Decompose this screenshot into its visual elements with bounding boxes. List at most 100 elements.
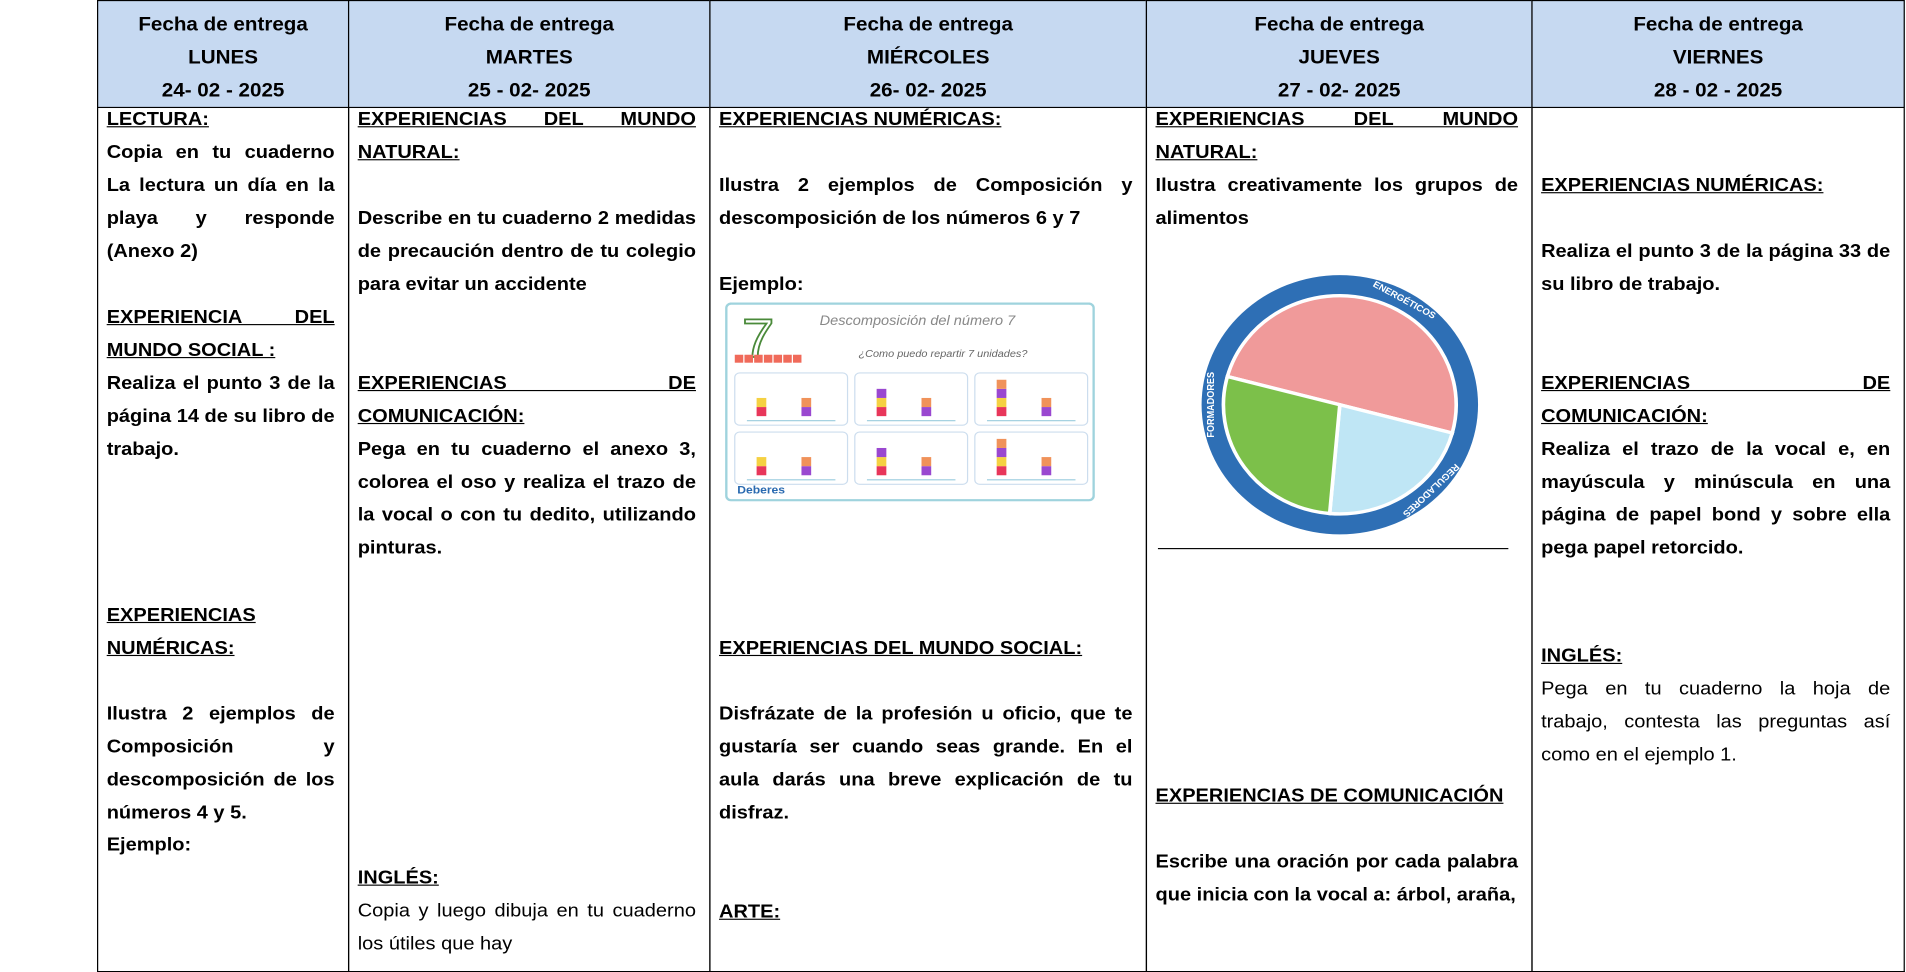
section-heading: EXPERIENCIAS DEL MUNDO NATURAL:	[357, 109, 696, 163]
brand: Deberes	[737, 484, 785, 497]
section-heading: EXPERIENCIA DEL MUNDO SOCIAL :	[106, 306, 335, 361]
cube	[876, 388, 887, 398]
cube	[996, 447, 1007, 458]
header-line: Fecha de entrega	[843, 13, 1013, 36]
section-text: Realiza el punto 3 de la página 14 de su…	[106, 372, 335, 460]
header-line: LUNES	[188, 46, 259, 69]
cube	[756, 407, 767, 417]
panel	[974, 431, 1089, 485]
section-text: Disfrázate de la profesión u oficio, que…	[719, 703, 1133, 824]
section-text: Escribe una oración por cada palabra que…	[1155, 851, 1519, 906]
cube	[756, 457, 767, 467]
header-line: 25 - 02- 2025	[467, 79, 591, 102]
cube	[921, 397, 932, 408]
section-heading: EXPERIENCIAS NUMÉRICAS:	[1541, 175, 1824, 196]
cube	[783, 354, 792, 363]
header-line: Fecha de entrega	[1633, 13, 1803, 36]
header-line: MARTES	[485, 46, 573, 69]
header-line: Fecha de entrega	[138, 13, 308, 36]
cube	[763, 354, 773, 363]
image-title: Descomposición del número 7	[820, 313, 1017, 328]
cube	[1041, 457, 1052, 467]
cube	[734, 354, 744, 363]
column-header: Fecha de entrega MARTES 25 - 02- 2025	[347, 0, 711, 109]
column-header: Fecha de entrega JUEVES 27 - 02- 2025	[1145, 0, 1533, 109]
column-header: Fecha de entrega LUNES 24- 02 - 2025	[97, 0, 350, 109]
cube	[996, 438, 1007, 448]
cube	[996, 379, 1007, 389]
cube	[876, 397, 887, 408]
header-line: 27 - 02- 2025	[1277, 79, 1401, 102]
header-line: 28 - 02 - 2025	[1653, 79, 1783, 102]
example-image: 7 Descomposición del número 7¿Como puedo …	[725, 302, 1095, 502]
section-text: Copia y luego dibuja en tu cuaderno los …	[357, 900, 696, 954]
section-heading: EXPERIENCIAS DE COMUNICACIÓN:	[357, 372, 696, 427]
section-heading: INGLÉS:	[357, 867, 439, 888]
header-line: VIERNES	[1672, 46, 1764, 69]
cube	[773, 354, 783, 363]
cube	[754, 354, 763, 363]
section-text: Ilustra 2 ejemplos de Composición y desc…	[719, 175, 1133, 229]
cube	[921, 457, 932, 467]
panel	[974, 372, 1089, 426]
cube	[876, 466, 887, 476]
wheel-sector	[1224, 293, 1458, 436]
section-heading: EXPERIENCIAS DE COMUNICACIÓN	[1155, 785, 1504, 807]
cube	[996, 457, 1007, 467]
cube	[996, 397, 1007, 408]
cube	[801, 457, 812, 467]
cube	[792, 354, 802, 363]
section-heading: INGLÉS:	[1541, 645, 1623, 667]
cube	[876, 407, 887, 417]
wheel-label: FORMADORES	[1204, 372, 1215, 438]
header-line: Fecha de entrega	[1254, 13, 1424, 36]
column-header: Fecha de entrega MIÉRCOLES 26- 02- 2025	[709, 0, 1148, 109]
section-text: Ilustra creativamente los grupos de alim…	[1155, 175, 1519, 229]
section-heading: EXPERIENCIAS DEL MUNDO SOCIAL:	[719, 637, 1083, 659]
section-heading: EXPERIENCIAS NUMÉRICAS:	[106, 604, 256, 659]
wheel-sector	[1327, 402, 1454, 516]
cube	[921, 407, 932, 417]
section-text: Realiza el punto 3 de la página 33 de su…	[1541, 241, 1891, 295]
image-subtitle: ¿Como puedo repartir 7 unidades?	[858, 348, 1027, 360]
cube	[1041, 407, 1052, 417]
cube	[1041, 397, 1052, 408]
section-text: Ilustra 2 ejemplos de Composición y desc…	[106, 703, 335, 824]
section-text: Realiza el trazo de la vocal e, en mayús…	[1541, 438, 1891, 559]
cube	[876, 447, 887, 458]
header-line: Fecha de entrega	[444, 13, 615, 36]
wheel-sector	[1221, 374, 1342, 516]
section-text: Ejemplo:	[106, 834, 192, 856]
section-heading: EXPERIENCIAS NUMÉRICAS:	[719, 109, 1002, 130]
cube	[1041, 466, 1052, 476]
cube	[921, 466, 932, 476]
column-header: Fecha de entrega VIERNES 28 - 02 - 2025	[1531, 0, 1905, 109]
header-line: MIÉRCOLES	[866, 46, 990, 69]
cube	[876, 457, 887, 467]
column-cell	[709, 108, 1148, 972]
cube	[801, 397, 812, 408]
panel	[854, 431, 969, 485]
section-heading: EXPERIENCIAS DEL MUNDO NATURAL:	[1155, 109, 1519, 163]
panel	[734, 372, 849, 426]
header-line: JUEVES	[1298, 46, 1380, 69]
column-cell	[1531, 108, 1905, 972]
cube	[996, 407, 1007, 417]
section-text: Ejemplo:	[719, 274, 804, 295]
separator-line	[1157, 548, 1509, 550]
cube	[801, 407, 812, 417]
cube	[744, 354, 753, 363]
cube	[756, 466, 767, 476]
header-line: 26- 02- 2025	[869, 79, 987, 102]
section-heading: EXPERIENCIAS DE COMUNICACIÓN:	[1541, 372, 1891, 427]
section-text: Pega en tu cuaderno el anexo 3, colorea …	[357, 438, 696, 559]
panel	[854, 372, 969, 426]
cube	[756, 397, 767, 408]
section-heading: LECTURA:	[106, 109, 209, 130]
section-text: Copia en tu cuaderno La lectura un día e…	[106, 142, 335, 262]
section-text: Pega en tu cuaderno la hoja de trabajo, …	[1541, 678, 1891, 766]
section-heading: ARTE:	[719, 901, 781, 923]
panel	[734, 431, 849, 485]
